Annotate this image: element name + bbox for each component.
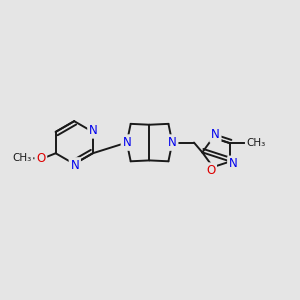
Text: CH₃: CH₃ xyxy=(247,138,266,148)
Text: O: O xyxy=(36,152,45,164)
Text: N: N xyxy=(211,128,220,141)
Text: N: N xyxy=(168,136,177,149)
Text: O: O xyxy=(206,164,215,177)
Text: N: N xyxy=(70,159,79,172)
Text: N: N xyxy=(229,157,238,170)
Text: N: N xyxy=(89,124,98,137)
Text: CH₃: CH₃ xyxy=(13,153,32,163)
Text: N: N xyxy=(122,136,131,149)
